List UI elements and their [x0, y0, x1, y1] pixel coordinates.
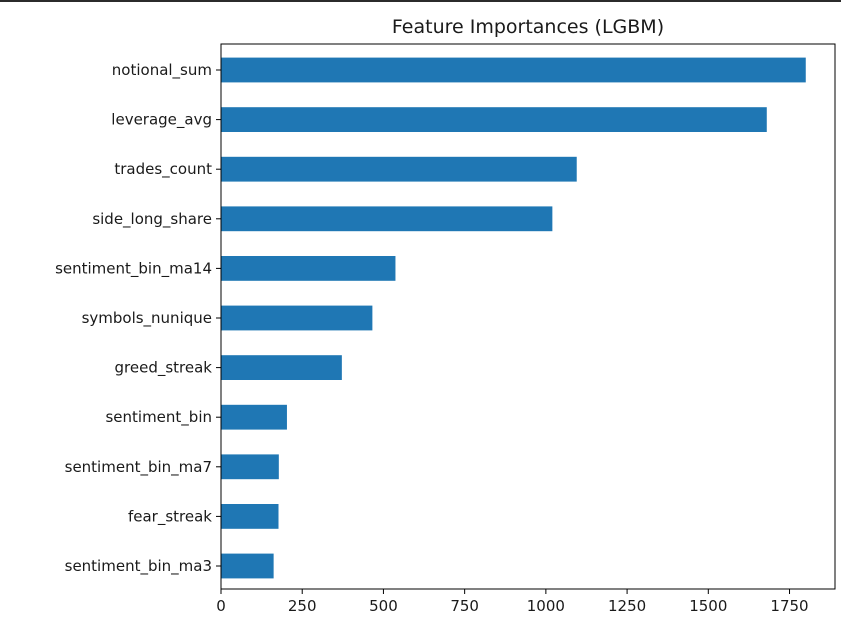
- y-tick-label: leverage_avg: [111, 111, 212, 130]
- x-tick-label: 1000: [527, 597, 565, 615]
- y-tick-label: sentiment_bin: [105, 408, 212, 427]
- x-tick-label: 0: [216, 597, 226, 615]
- y-tick-label: sentiment_bin_ma7: [65, 458, 212, 477]
- bar-greed_streak: [221, 355, 342, 380]
- x-axis: 0 250 500 750 1000 1250 1500 1750: [216, 589, 809, 615]
- bar-side_long_share: [221, 206, 553, 232]
- bar-leverage_avg: [221, 107, 767, 132]
- x-tick-label: 1750: [770, 597, 808, 615]
- bar-sentiment_bin_ma14: [221, 256, 396, 281]
- bar-fear_streak: [221, 504, 279, 529]
- bar-sentiment_bin_ma3: [221, 553, 274, 579]
- y-tick-label: side_long_share: [92, 210, 212, 229]
- bar-symbols_nunique: [221, 305, 373, 331]
- bars-group: [221, 57, 806, 579]
- bar-sentiment_bin: [221, 404, 287, 430]
- x-tick-label: 250: [288, 597, 317, 615]
- x-tick-label: 500: [369, 597, 398, 615]
- plot-frame: [220, 43, 836, 590]
- y-tick-label: fear_streak: [128, 507, 212, 526]
- x-tick-label: 1500: [689, 597, 727, 615]
- y-axis-labels: notional_sum leverage_avg trades_countside…: [55, 61, 221, 576]
- window-top-border: [0, 0, 841, 2]
- y-tick-label: sentiment_bin_ma3: [65, 557, 212, 576]
- bar-trades_count: [221, 156, 577, 182]
- x-tick-label: 1250: [608, 597, 646, 615]
- x-tick-label: 750: [450, 597, 479, 615]
- chart-title: Feature Importances (LGBM): [392, 16, 664, 38]
- y-tick-label: notional_sum: [112, 61, 212, 80]
- y-tick-label: symbols_nunique: [82, 309, 212, 328]
- y-tick-label: trades_count: [114, 160, 212, 179]
- bar-notional_sum: [221, 57, 806, 83]
- bar-sentiment_bin_ma7: [221, 454, 279, 480]
- y-tick-label: greed_streak: [115, 359, 213, 378]
- y-tick-label: sentiment_bin_ma14: [55, 259, 212, 278]
